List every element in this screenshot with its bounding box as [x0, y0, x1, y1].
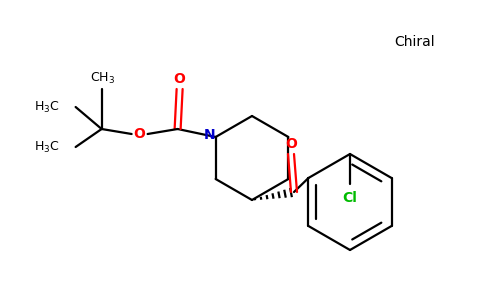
Text: O: O: [134, 127, 146, 141]
Text: H$_3$C: H$_3$C: [34, 140, 60, 154]
Text: Cl: Cl: [343, 191, 358, 205]
Text: N: N: [204, 128, 215, 142]
Text: Chiral: Chiral: [394, 35, 435, 49]
Text: H$_3$C: H$_3$C: [34, 99, 60, 115]
Text: CH$_3$: CH$_3$: [90, 70, 115, 86]
Text: O: O: [285, 137, 297, 151]
Text: O: O: [174, 72, 185, 86]
